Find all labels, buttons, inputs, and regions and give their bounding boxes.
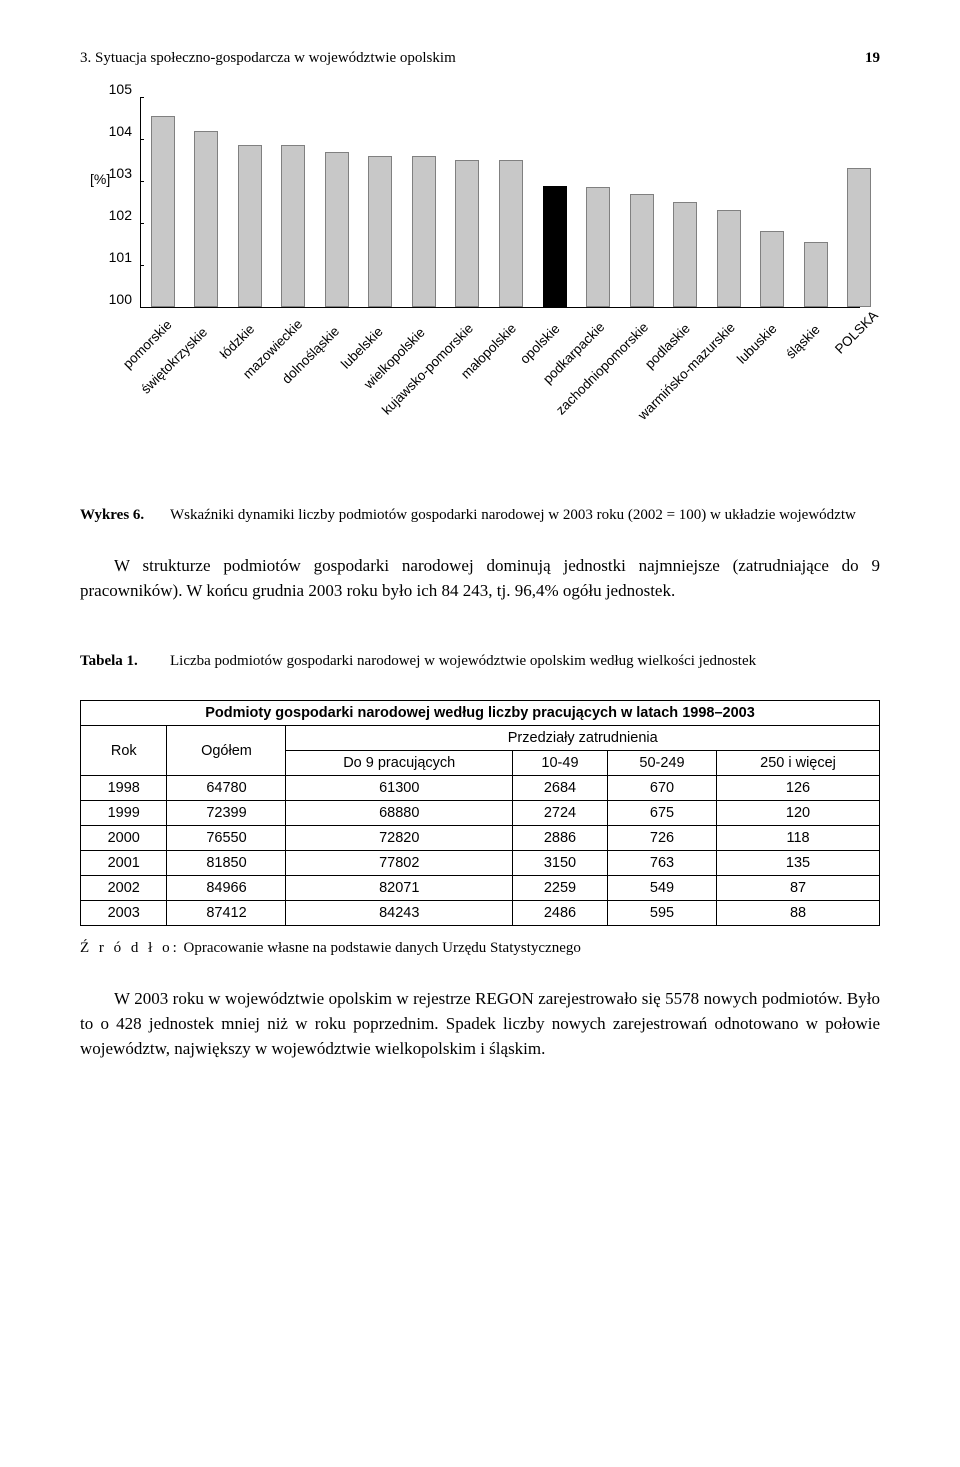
bar <box>760 231 784 307</box>
x-label: lubuskie <box>734 321 780 367</box>
figure-caption: Wykres 6. Wskaźniki dynamiki liczby podm… <box>80 507 880 524</box>
table-cell: 763 <box>607 851 716 876</box>
paragraph-1: W strukturze podmiotów gospodarki narodo… <box>80 554 880 603</box>
page: 3. Sytuacja społeczno-gospodarcza w woje… <box>0 0 960 1156</box>
running-header: 3. Sytuacja społeczno-gospodarcza w woje… <box>80 50 880 67</box>
table-cell: 88 <box>717 901 880 926</box>
source-text: Opracowanie własne na podstawie danych U… <box>180 940 581 956</box>
sub-header: 250 i więcej <box>717 751 880 776</box>
sub-header: Do 9 pracujących <box>286 751 513 776</box>
sub-header: 50-249 <box>607 751 716 776</box>
table-cell: 61300 <box>286 776 513 801</box>
page-number: 19 <box>865 50 880 67</box>
source-label: Ź r ó d ł o: <box>80 940 180 956</box>
bar <box>717 210 741 307</box>
x-label: POLSKA <box>832 307 881 356</box>
table-caption: Tabela 1. Liczba podmiotów gospodarki na… <box>80 653 880 670</box>
table-cell: 135 <box>717 851 880 876</box>
bar <box>543 186 567 307</box>
table-cell: 77802 <box>286 851 513 876</box>
header-left: 3. Sytuacja społeczno-gospodarcza w woje… <box>80 50 456 67</box>
table-cell: 72820 <box>286 826 513 851</box>
bar <box>151 116 175 307</box>
table-cell: 2486 <box>512 901 607 926</box>
bar <box>804 242 828 307</box>
bar-chart: [%] 100101102103104105 pomorskieświętokr… <box>90 97 870 457</box>
col-group-header: Przedziały zatrudnienia <box>286 726 880 751</box>
table-cell: 84243 <box>286 901 513 926</box>
bar <box>194 131 218 307</box>
col-header-ogolem: Ogółem <box>167 726 286 776</box>
table-cell: 84966 <box>167 876 286 901</box>
table-cell: 1999 <box>81 801 167 826</box>
table-cell: 64780 <box>167 776 286 801</box>
paragraph-2: W 2003 roku w województwie opolskim w re… <box>80 987 880 1061</box>
bar <box>630 194 654 307</box>
table-cell: 68880 <box>286 801 513 826</box>
caption-label: Tabela 1. <box>80 653 170 670</box>
table-cell: 87 <box>717 876 880 901</box>
data-table: Podmioty gospodarki narodowej według lic… <box>80 700 880 926</box>
table-cell: 3150 <box>512 851 607 876</box>
table-cell: 82071 <box>286 876 513 901</box>
col-header-rok: Rok <box>81 726 167 776</box>
table-cell: 120 <box>717 801 880 826</box>
x-labels: pomorskieświętokrzyskiełódzkiemazowiecki… <box>140 307 860 457</box>
table-row: 20028496682071225954987 <box>81 876 880 901</box>
table-cell: 76550 <box>167 826 286 851</box>
table-row: Podmioty gospodarki narodowej według lic… <box>81 701 880 726</box>
table-cell: 2000 <box>81 826 167 851</box>
table-cell: 2002 <box>81 876 167 901</box>
table-cell: 126 <box>717 776 880 801</box>
caption-text: Wskaźniki dynamiki liczby podmiotów gosp… <box>170 507 856 524</box>
table-cell: 670 <box>607 776 716 801</box>
y-axis-label: [%] <box>90 171 110 187</box>
bar <box>281 145 305 307</box>
table-row: 199972399688802724675120 <box>81 801 880 826</box>
bar <box>238 145 262 307</box>
caption-text: Liczba podmiotów gospodarki narodowej w … <box>170 653 756 670</box>
table-cell: 72399 <box>167 801 286 826</box>
table-cell: 2001 <box>81 851 167 876</box>
chart-plot-area <box>140 97 860 308</box>
bar <box>325 152 349 307</box>
bar <box>412 156 436 307</box>
table-cell: 675 <box>607 801 716 826</box>
bar <box>455 160 479 307</box>
table-cell: 2886 <box>512 826 607 851</box>
table-cell: 81850 <box>167 851 286 876</box>
x-label: łódzkie <box>217 321 257 361</box>
table-cell: 118 <box>717 826 880 851</box>
table-row: 199864780613002684670126 <box>81 776 880 801</box>
bar <box>847 168 871 307</box>
table-cell: 549 <box>607 876 716 901</box>
table-cell: 726 <box>607 826 716 851</box>
table-cell: 2259 <box>512 876 607 901</box>
bar <box>499 160 523 307</box>
table-row: 20038741284243248659588 <box>81 901 880 926</box>
table-row: 200181850778023150763135 <box>81 851 880 876</box>
table-row: Rok Ogółem Przedziały zatrudnienia <box>81 726 880 751</box>
bar <box>586 187 610 307</box>
table-cell: 2684 <box>512 776 607 801</box>
sub-header: 10-49 <box>512 751 607 776</box>
x-label: śląskie <box>783 321 823 361</box>
table-cell: 2003 <box>81 901 167 926</box>
table-cell: 2724 <box>512 801 607 826</box>
bar <box>673 202 697 307</box>
table-cell: 1998 <box>81 776 167 801</box>
table-cell: 87412 <box>167 901 286 926</box>
bar <box>368 156 392 307</box>
source-line: Ź r ó d ł o: Opracowanie własne na podst… <box>80 940 880 957</box>
table-row: 200076550728202886726118 <box>81 826 880 851</box>
table-cell: 595 <box>607 901 716 926</box>
caption-label: Wykres 6. <box>80 507 170 524</box>
table-top-header: Podmioty gospodarki narodowej według lic… <box>81 701 880 726</box>
